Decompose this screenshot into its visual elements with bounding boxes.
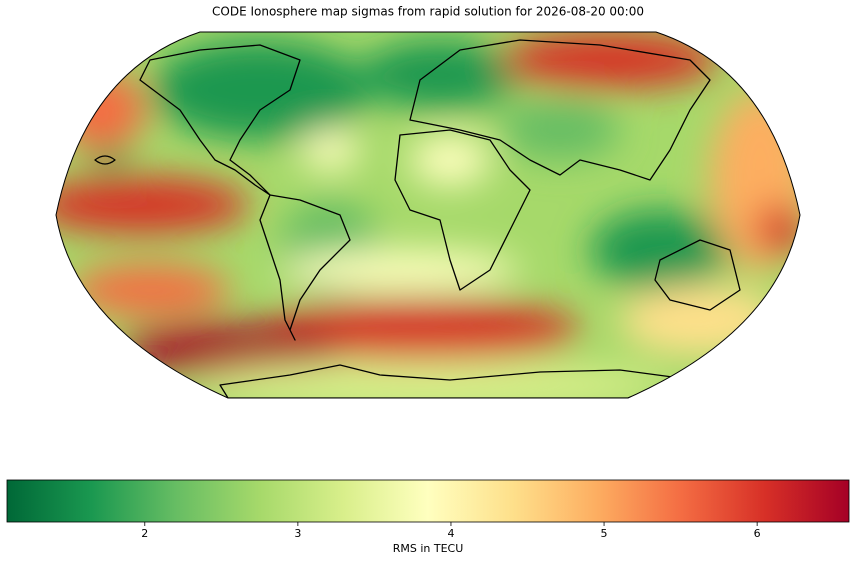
colorbar-tick-label: 2 (141, 527, 148, 540)
colorbar (6, 479, 850, 523)
colorbar-tick-label: 4 (447, 527, 454, 540)
coastlines (94, 39, 741, 398)
colorbar-tick-label: 6 (754, 527, 761, 540)
colorbar-tick-label: 5 (601, 527, 608, 540)
colorbar-tick-label: 3 (294, 527, 301, 540)
map-title: CODE Ionosphere map sigmas from rapid so… (212, 5, 644, 19)
sigma-map (56, 32, 800, 398)
colorbar-label: RMS in TECU (393, 542, 464, 555)
